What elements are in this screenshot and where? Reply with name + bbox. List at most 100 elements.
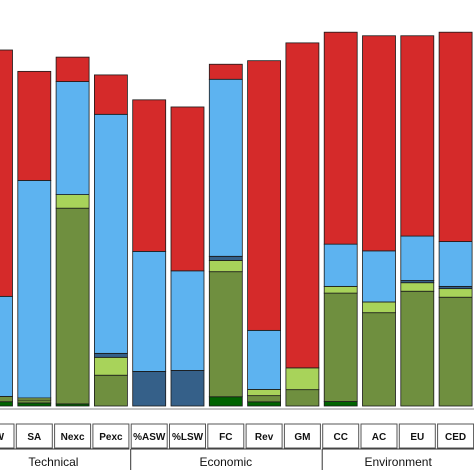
bar-segment-s2: [247, 395, 282, 403]
bar-pct-lsw: [170, 106, 205, 407]
bar-segment-s4: [208, 255, 243, 261]
group-economic: Economic: [130, 448, 321, 470]
bar-segment-s6: [170, 106, 205, 272]
bar-segment-s5: [208, 78, 243, 257]
category-label-box: [130, 423, 168, 449]
bar-eu: [400, 35, 435, 407]
bar-segment-s5: [323, 243, 358, 287]
bar-cc: [323, 31, 358, 407]
category-tick-label: CED: [445, 432, 466, 443]
bar-segment-s6: [55, 56, 90, 82]
bar-segment-s5: [94, 113, 128, 354]
category-label-box: [398, 423, 436, 449]
group-environment: Environment: [321, 448, 474, 470]
category-label-box: [283, 423, 321, 449]
category-tick-label: SW: [0, 432, 5, 443]
bar-segment-s6: [247, 60, 282, 331]
bar-segment-s4: [170, 370, 205, 407]
bar-segment-s2: [323, 292, 358, 402]
bar-ced: [438, 31, 473, 407]
group-label: Economic: [199, 455, 252, 469]
bar-segment-s2: [438, 296, 473, 407]
bar-segment-s4: [132, 371, 167, 407]
bar-segment-s3: [208, 260, 243, 273]
bar-segment-s6: [94, 74, 128, 115]
category-tick-label: FC: [219, 432, 232, 443]
bar-segment-s6: [438, 31, 473, 242]
bar-segment-s6: [17, 70, 52, 181]
category-tick-label: AC: [372, 432, 386, 443]
bar-segment-s5: [17, 180, 52, 399]
category-label-box: [0, 423, 15, 449]
category-tick-label: Rev: [255, 432, 274, 443]
bar-segment-s5: [362, 250, 396, 303]
bar-segment-s2: [0, 395, 13, 403]
bar-segment-s2: [285, 389, 320, 407]
bar-gm: [285, 42, 320, 407]
category-label-boxes: SW SA Nexc Pexc %ASW %LSW FC Rev GM CC AC EU CED: [0, 423, 474, 449]
bar-pct-asw: [132, 99, 167, 407]
bar-segment-s2: [17, 399, 52, 404]
category-tick-label: %ASW: [133, 432, 166, 443]
bar-segment-s4: [94, 352, 128, 358]
bar-segment-s6: [0, 49, 13, 297]
bar-segment-s5: [55, 81, 90, 195]
bar-segment-s3: [285, 367, 320, 391]
category-tick-label: EU: [410, 432, 424, 443]
bar-ac: [362, 35, 396, 407]
bar-segment-s6: [323, 31, 358, 245]
bar-segment-s3: [362, 301, 396, 314]
bar-segment-s3: [438, 288, 473, 298]
category-label-box: [245, 423, 283, 449]
bar-nexc: [55, 56, 90, 407]
category-tick-label: Pexc: [99, 432, 123, 443]
bar-segment-s2: [55, 207, 90, 405]
bar-segment-s2: [94, 374, 128, 407]
bar-segment-s1: [208, 396, 243, 407]
bar-rev: [247, 60, 282, 407]
bar-pexc: [94, 74, 128, 407]
bar-segment-s2: [362, 312, 396, 407]
category-label-box: [437, 423, 474, 449]
bar-segment-s1: [247, 401, 282, 407]
bar-sa: [17, 70, 52, 407]
bar-segment-s2: [208, 271, 243, 398]
category-label-box: [360, 423, 398, 449]
bar-segment-s5: [438, 241, 473, 287]
category-tick-label: Nexc: [61, 432, 85, 443]
category-tick-label: GM: [294, 432, 310, 443]
bar-segment-s3: [94, 356, 128, 376]
bar-segment-s5: [400, 235, 435, 281]
bar-segment-s6: [362, 35, 396, 252]
bar-segment-s1: [17, 402, 52, 407]
group-label: Technical: [28, 455, 78, 469]
bars-layer: [0, 31, 473, 407]
bar-segment-s3: [323, 285, 358, 294]
bar-fc: [208, 63, 243, 407]
bar-segment-s5: [170, 270, 205, 371]
bar-segment-s2: [400, 290, 435, 407]
bar-segment-s6: [285, 42, 320, 369]
bar-sw: [0, 49, 13, 407]
category-label-box: [322, 423, 360, 449]
bar-segment-s6: [208, 63, 243, 80]
group-technical: Technical: [0, 448, 130, 469]
bar-segment-s6: [132, 99, 167, 252]
bar-segment-s5: [247, 329, 282, 390]
bar-segment-s3: [247, 389, 282, 397]
category-label-box: [207, 423, 245, 449]
bar-segment-s1: [323, 401, 358, 407]
category-label-box: [92, 423, 130, 449]
bar-segment-s3: [400, 282, 435, 292]
bar-segment-s5: [132, 250, 167, 372]
category-label-box: [169, 423, 206, 449]
category-label-box: [15, 423, 53, 449]
category-tick-label: %LSW: [172, 432, 204, 443]
category-label-box: [54, 423, 92, 449]
category-tick-label: SA: [27, 432, 41, 443]
bar-segment-s1: [0, 401, 13, 407]
bar-segment-s3: [55, 194, 90, 209]
category-group-brackets: Technical Economic Environment: [0, 448, 474, 470]
category-tick-label: CC: [333, 432, 347, 443]
